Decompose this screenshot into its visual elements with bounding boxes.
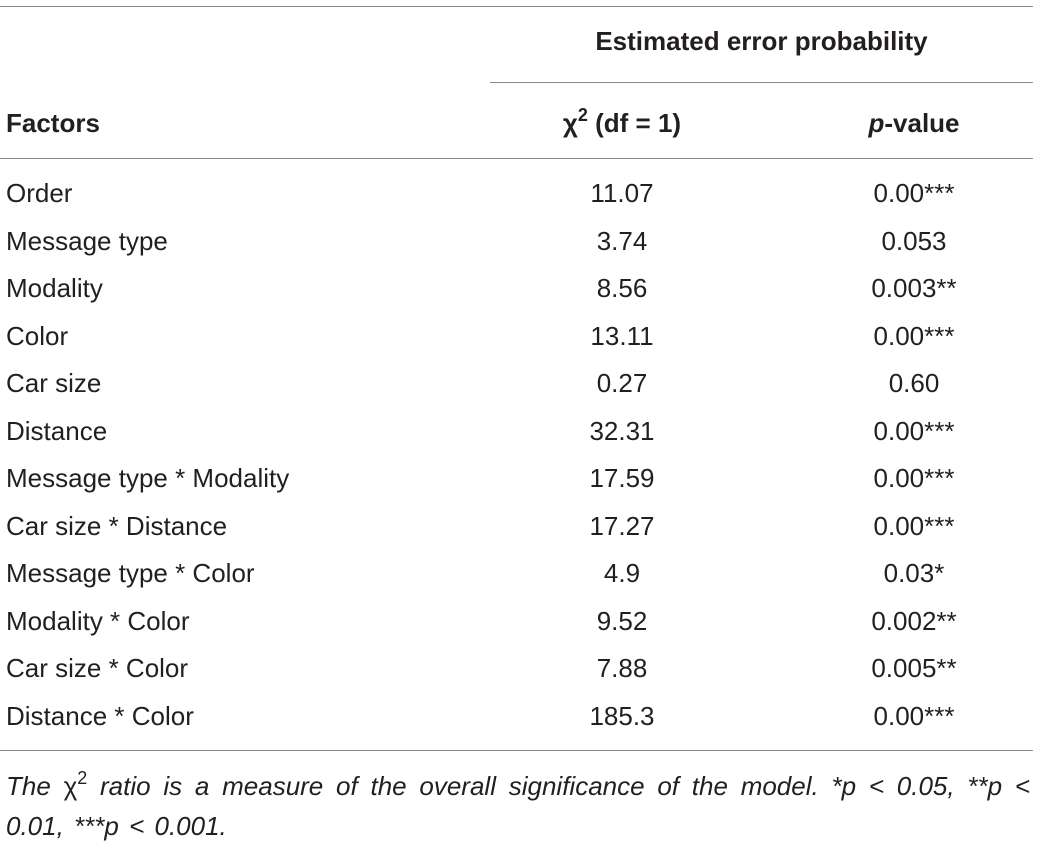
cell-p-value: 0.00*** [873, 320, 955, 351]
table-row: Message type * Color 4.9 0.03* [0, 550, 1033, 598]
cell-chi-square: 8.56 [596, 273, 648, 303]
cell-p-value: 0.00*** [873, 510, 955, 541]
cell-factor: Modality [6, 273, 103, 303]
table-row: Distance 32.31 0.00*** [0, 408, 1033, 456]
cell-chi-square: 4.9 [603, 558, 641, 588]
table-row: Color 13.11 0.00*** [0, 313, 1033, 361]
cell-chi-square: 17.27 [589, 510, 655, 541]
table-row: Modality * Color 9.52 0.002** [0, 598, 1033, 646]
table-row: Modality 8.56 0.003** [0, 265, 1033, 313]
group-header: Estimated error probability [595, 26, 928, 56]
table-row: Distance * Color 185.3 0.00*** [0, 693, 1033, 741]
table-footnote: The χ2 ratio is a measure of the overall… [6, 766, 1030, 846]
cell-factor: Order [6, 178, 73, 208]
cell-factor: Car size * Distance [6, 510, 228, 541]
table-row: Car size * Color 7.88 0.005** [0, 645, 1033, 693]
cell-chi-square: 185.3 [589, 700, 655, 731]
cell-p-value: 0.00*** [873, 178, 955, 208]
column-header-factors: Factors [6, 108, 100, 138]
cell-chi-square: 17.59 [589, 463, 655, 493]
cell-p-value: 0.00*** [873, 415, 955, 446]
cell-chi-square: 9.52 [596, 605, 648, 636]
cell-factor: Color [6, 320, 69, 351]
cell-chi-square: 13.11 [590, 320, 654, 351]
table-row: Car size 0.27 0.60 [0, 360, 1033, 408]
cell-chi-square: 32.31 [589, 415, 655, 446]
cell-p-value: 0.00*** [873, 463, 955, 493]
top-rule [0, 6, 1033, 7]
chi-df-label: (df = 1) [587, 108, 682, 138]
column-header-chi-square: χ2 (df = 1) [490, 106, 754, 140]
chi-symbol: χ [562, 108, 578, 138]
cell-factor: Message type [6, 225, 168, 256]
p-letter: p [868, 108, 885, 138]
table-row: Order 11.07 0.00*** [0, 170, 1033, 218]
cell-p-value: 0.00*** [873, 700, 955, 731]
chi-superscript: 2 [577, 105, 588, 125]
cell-factor: Car size * Color [6, 653, 189, 683]
cell-chi-square: 11.07 [590, 178, 654, 208]
footnote-text: ratio is a measure of the overall signif… [6, 771, 1031, 841]
cell-factor: Distance [6, 415, 108, 446]
footnote-chi-symbol: χ [63, 771, 78, 801]
bottom-rule [0, 750, 1033, 751]
column-header-p-value: p-value [780, 106, 1039, 140]
cell-p-value: 0.03* [883, 558, 945, 588]
cell-p-value: 0.003** [871, 273, 957, 303]
table-row: Message type * Modality 17.59 0.00*** [0, 455, 1033, 503]
cell-chi-square: 7.88 [596, 653, 648, 683]
cell-p-value: 0.053 [881, 225, 947, 256]
header-rule [0, 158, 1033, 159]
footnote-prefix: The [6, 771, 64, 801]
footnote-chi-superscript: 2 [77, 768, 88, 788]
cell-factor: Distance * Color [6, 700, 194, 731]
cell-factor: Message type * Modality [6, 463, 290, 493]
table-row: Message type 3.74 0.053 [0, 218, 1033, 266]
cell-factor: Car size [6, 368, 102, 398]
cell-factor: Modality * Color [6, 605, 190, 636]
p-value-label: -value [884, 108, 960, 138]
table-row: Car size * Distance 17.27 0.00*** [0, 503, 1033, 551]
cell-factor: Message type * Color [6, 558, 255, 588]
cell-p-value: 0.60 [888, 368, 940, 398]
cell-p-value: 0.002** [871, 605, 957, 636]
cell-p-value: 0.005** [871, 653, 957, 683]
cell-chi-square: 3.74 [596, 225, 648, 256]
table-body: Order 11.07 0.00*** Message type 3.74 0.053 Mo… [0, 170, 1033, 740]
group-header-rule [490, 82, 1033, 83]
cell-chi-square: 0.27 [596, 368, 648, 398]
